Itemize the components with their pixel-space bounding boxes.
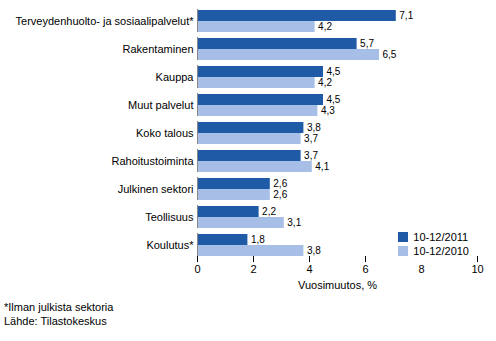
svg-text:Julkinen sektori: Julkinen sektori — [118, 183, 194, 195]
svg-text:Rakentaminen: Rakentaminen — [123, 43, 194, 55]
svg-text:Rahoitustoiminta: Rahoitustoiminta — [112, 155, 195, 167]
svg-text:4,5: 4,5 — [327, 66, 341, 77]
svg-text:2,2: 2,2 — [262, 206, 276, 217]
html-text:10-12/2011: 10-12/2011 — [413, 231, 469, 243]
svg-text:2,6: 2,6 — [273, 189, 287, 200]
html-text:10-12/2010: 10-12/2010 — [413, 245, 469, 257]
svg-text:4,3: 4,3 — [321, 105, 335, 116]
svg-text:3,8: 3,8 — [307, 122, 321, 133]
svg-text:6: 6 — [362, 263, 368, 275]
svg-text:Koko talous: Koko talous — [136, 127, 194, 139]
html-text:Lähde: Tilastokeskus: Lähde: Tilastokeskus — [4, 315, 107, 327]
svg-text:4,2: 4,2 — [318, 21, 332, 32]
html-text:*Ilman julkista sektoria: *Ilman julkista sektoria — [4, 301, 114, 313]
svg-text:3,8: 3,8 — [307, 245, 321, 256]
svg-text:0: 0 — [194, 263, 200, 275]
svg-text:4: 4 — [306, 263, 312, 275]
svg-text:8: 8 — [418, 263, 424, 275]
svg-text:Kauppa: Kauppa — [156, 71, 195, 83]
svg-text:10: 10 — [471, 263, 483, 275]
svg-text:3,7: 3,7 — [304, 133, 318, 144]
svg-text:Muut palvelut: Muut palvelut — [128, 99, 193, 111]
svg-text:Koulutus*: Koulutus* — [146, 239, 194, 251]
svg-text:4,2: 4,2 — [318, 77, 332, 88]
svg-text:4,1: 4,1 — [315, 161, 329, 172]
svg-text:7,1: 7,1 — [399, 10, 413, 21]
svg-text:5,7: 5,7 — [360, 38, 374, 49]
svg-text:2: 2 — [250, 263, 256, 275]
svg-text:Teollisuus: Teollisuus — [145, 211, 194, 223]
svg-text:Vuosimuutos, %: Vuosimuutos, % — [298, 279, 377, 291]
svg-text:1,8: 1,8 — [251, 234, 265, 245]
svg-text:Terveydenhuolto- ja sosiaalipa: Terveydenhuolto- ja sosiaalipalvelut* — [16, 15, 195, 27]
svg-text:6,5: 6,5 — [383, 49, 397, 60]
svg-text:4,5: 4,5 — [327, 94, 341, 105]
svg-text:3,7: 3,7 — [304, 150, 318, 161]
svg-text:2,6: 2,6 — [273, 178, 287, 189]
svg-text:3,1: 3,1 — [287, 217, 301, 228]
